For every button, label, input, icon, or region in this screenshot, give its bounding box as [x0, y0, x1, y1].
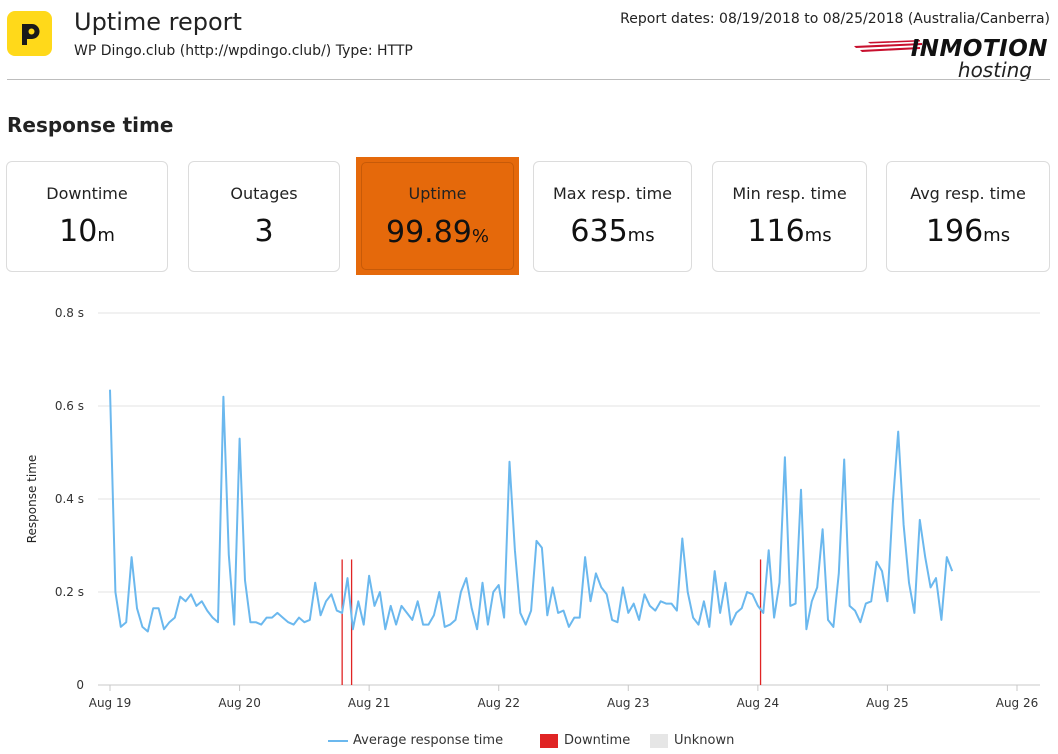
line-swatch-icon — [328, 739, 348, 742]
grey-swatch-icon — [650, 733, 668, 748]
y-tick-label: 0 — [76, 678, 84, 692]
stat-card-max-resp: Max resp. time 635ms — [533, 161, 692, 272]
x-tick-label: Aug 21 — [348, 696, 391, 710]
brand-logo: INMOTION hosting — [848, 36, 1048, 84]
section-title: Response time — [7, 113, 174, 137]
stat-label: Uptime — [408, 184, 467, 203]
stat-label: Downtime — [46, 184, 128, 203]
stat-value: 116ms — [747, 214, 832, 249]
stat-value: 10m — [59, 214, 115, 249]
y-axis-label: Response time — [25, 455, 39, 544]
stat-card-uptime: Uptime 99.89% — [356, 157, 519, 275]
page-title: Uptime report — [74, 8, 242, 36]
header-divider — [7, 79, 1050, 80]
x-tick-label: Aug 26 — [996, 696, 1039, 710]
legend-item-unknown[interactable]: Unknown — [650, 733, 734, 749]
stat-value: 196ms — [925, 214, 1011, 249]
app-logo — [7, 11, 52, 56]
x-tick-label: Aug 20 — [218, 696, 261, 710]
monitor-subtitle: WP Dingo.club (http://wpdingo.club/) Typ… — [74, 43, 413, 59]
stat-card-outages: Outages 3 — [188, 161, 340, 272]
stat-card-avg-resp: Avg resp. time 196ms — [886, 161, 1050, 272]
stat-value: 3 — [254, 214, 274, 249]
x-tick-label: Aug 23 — [607, 696, 650, 710]
stat-card-downtime: Downtime 10m — [6, 161, 168, 272]
stat-label: Outages — [230, 184, 298, 203]
legend-item-average[interactable]: Average response time — [328, 733, 503, 749]
red-swatch-icon — [540, 733, 558, 748]
brand-subtitle: hosting — [957, 58, 1032, 82]
x-tick-label: Aug 24 — [737, 696, 780, 710]
stat-value: 635ms — [570, 214, 655, 249]
x-tick-label: Aug 19 — [89, 696, 132, 710]
y-tick-label: 0.8 s — [55, 306, 84, 320]
x-tick-label: Aug 25 — [866, 696, 909, 710]
swoosh-icon — [854, 40, 922, 52]
y-tick-label: 0.4 s — [55, 492, 84, 506]
report-dates: Report dates: 08/19/2018 to 08/25/2018 (… — [620, 11, 1050, 27]
y-tick-label: 0.6 s — [55, 399, 84, 413]
stat-label: Max resp. time — [552, 184, 673, 203]
stat-card-min-resp: Min resp. time 116ms — [712, 161, 867, 272]
x-tick-label: Aug 22 — [477, 696, 520, 710]
stat-label: Min resp. time — [732, 184, 847, 203]
legend-item-downtime[interactable]: Downtime — [540, 733, 630, 749]
series-line-average-response-time — [109, 389, 954, 633]
stat-label: Avg resp. time — [910, 184, 1026, 203]
stat-value: 99.89% — [386, 215, 489, 250]
brand-name: INMOTION — [910, 36, 1048, 62]
chart-legend: Average response time Downtime Unknown — [0, 730, 1058, 752]
y-tick-label: 0.2 s — [55, 585, 84, 599]
p-logo-icon — [22, 24, 40, 45]
response-time-chart: 0 0.2 s 0.4 s 0.6 s 0.8 s Response time Aug 19… — [25, 306, 1040, 710]
